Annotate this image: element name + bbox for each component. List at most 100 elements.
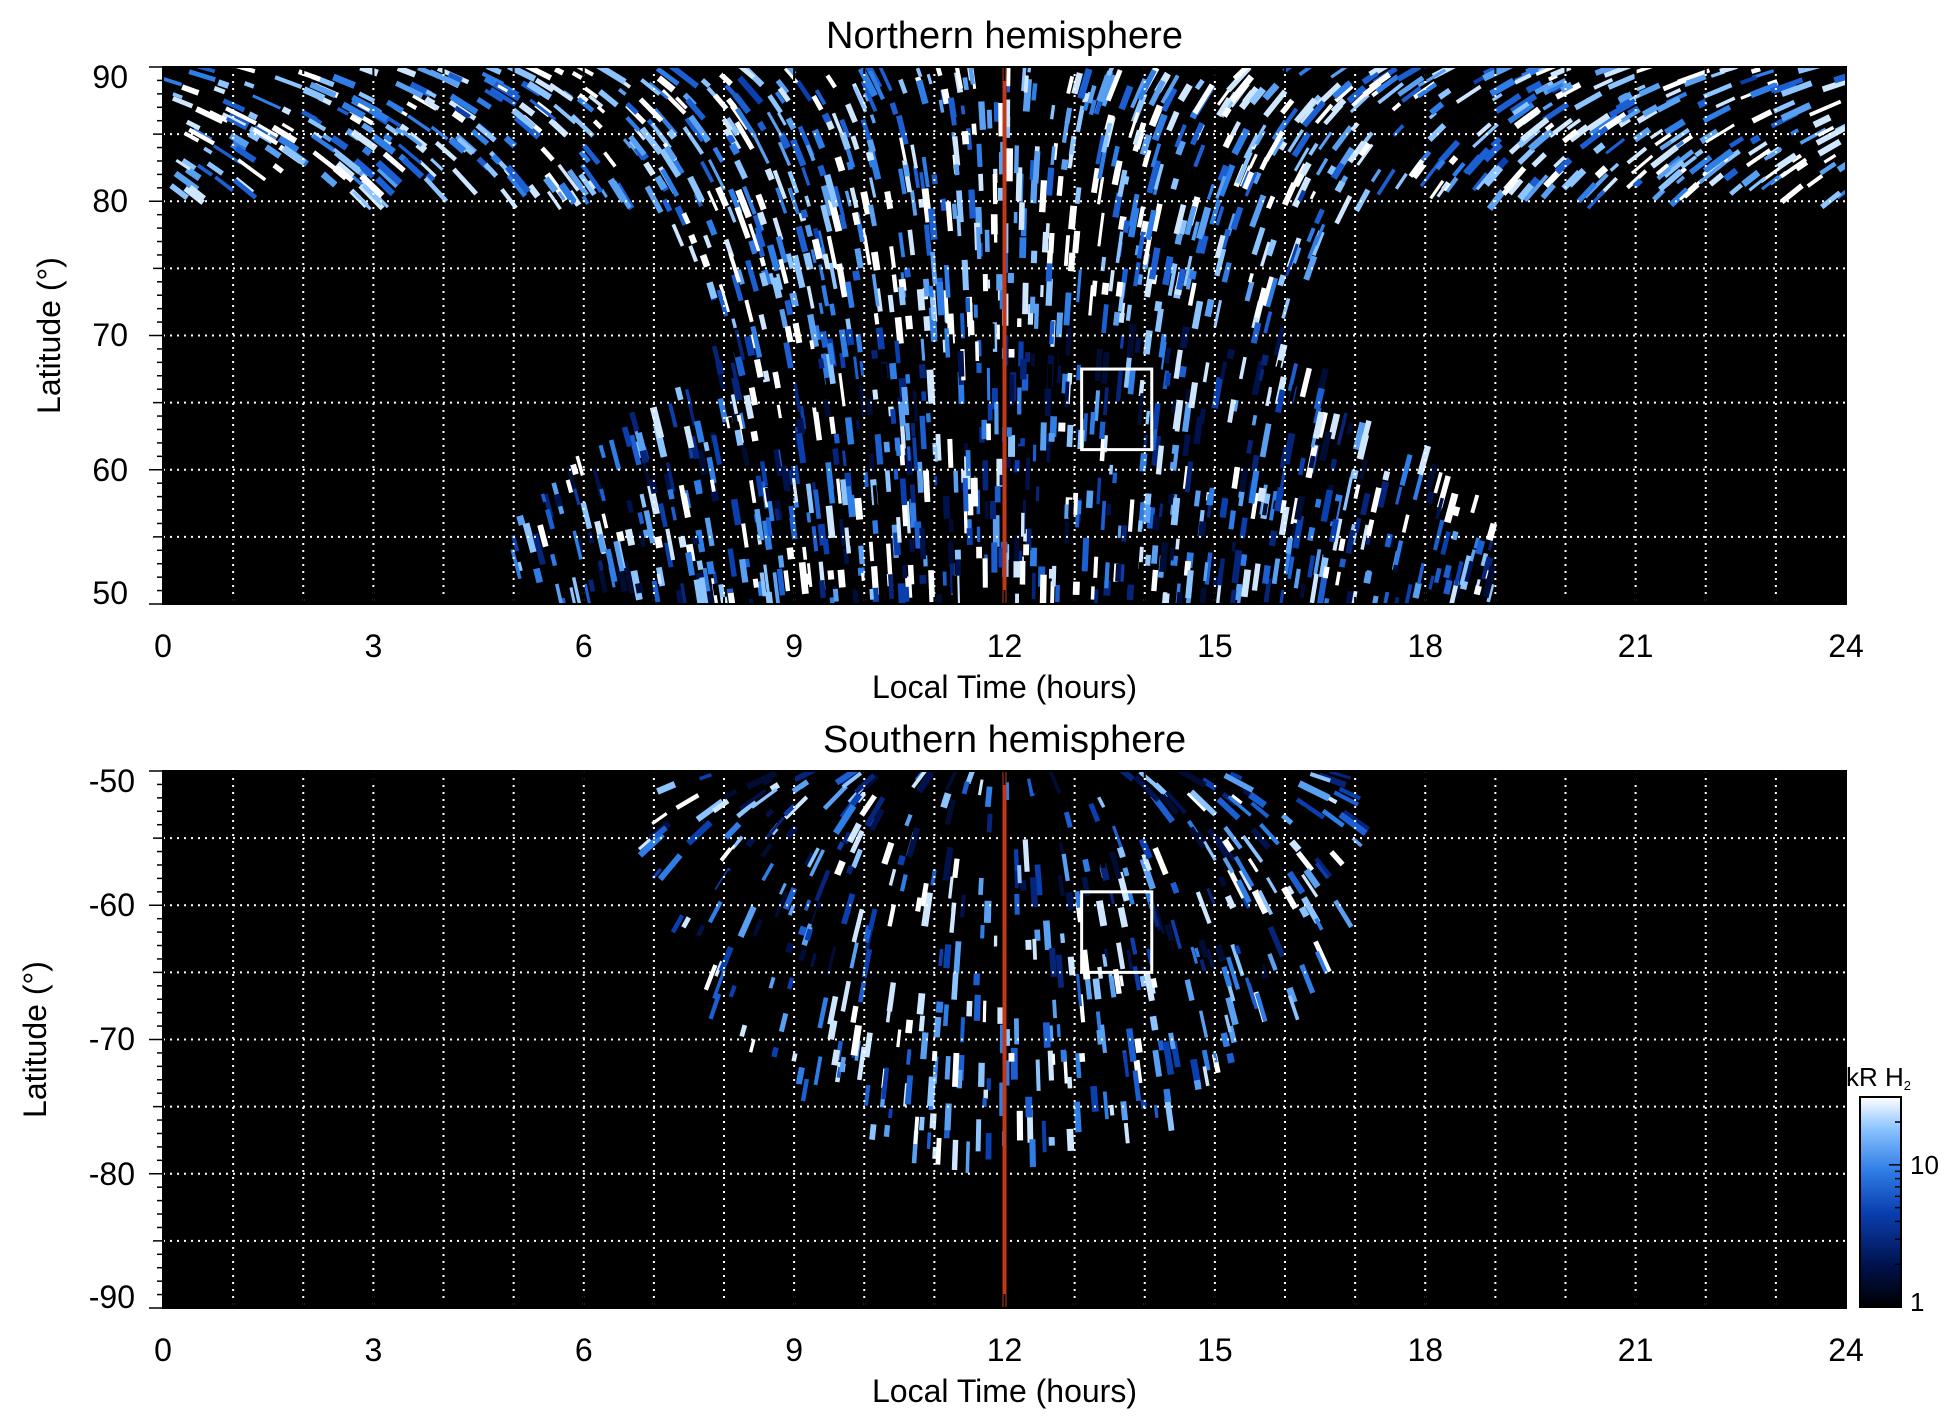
- intensity-cell: [989, 500, 996, 520]
- intensity-cell: [802, 252, 814, 271]
- intensity-cell: [1083, 101, 1089, 111]
- intensity-cell: [982, 273, 989, 292]
- intensity-cell: [1270, 815, 1287, 830]
- intensity-cell: [1106, 67, 1116, 77]
- intensity-cell: [727, 206, 737, 223]
- intensity-cell: [1058, 338, 1064, 366]
- intensity-cell: [785, 117, 797, 131]
- intensity-cell: [868, 177, 877, 198]
- intensity-cell: [826, 235, 838, 269]
- intensity-cell: [1014, 593, 1020, 604]
- intensity-cell: [1309, 190, 1317, 200]
- intensity-cell: [688, 448, 694, 459]
- intensity-cell: [1047, 363, 1053, 392]
- intensity-cell: [952, 1052, 960, 1087]
- intensity-cell: [1067, 956, 1076, 976]
- intensity-cell: [921, 391, 927, 402]
- intensity-cell: [1055, 312, 1064, 338]
- intensity-cell: [272, 163, 284, 174]
- intensity-cell: [1263, 130, 1285, 162]
- intensity-cell: [1188, 826, 1206, 849]
- intensity-cell: [1680, 155, 1698, 170]
- intensity-cell: [1006, 427, 1012, 437]
- intensity-cell: [945, 201, 954, 232]
- intensity-cell: [976, 546, 983, 559]
- intensity-cell: [760, 842, 773, 858]
- intensity-cell: [709, 479, 716, 492]
- intensity-cell: [1240, 569, 1252, 598]
- intensity-cell: [1729, 183, 1744, 196]
- intensity-cell: [1064, 521, 1070, 544]
- intensity-cell: [1006, 67, 1011, 87]
- intensity-cell: [1292, 515, 1305, 549]
- intensity-cell: [635, 431, 647, 452]
- intensity-cell: [1715, 96, 1736, 109]
- intensity-cell: [570, 114, 595, 138]
- intensity-cell: [951, 972, 959, 1000]
- intensity-cell: [274, 75, 303, 90]
- intensity-cell: [1048, 947, 1057, 978]
- intensity-cell: [868, 204, 877, 227]
- intensity-cell: [1216, 797, 1241, 821]
- intensity-cell: [181, 158, 197, 171]
- intensity-cell: [675, 96, 688, 110]
- intensity-cell: [818, 264, 825, 281]
- intensity-cell: [889, 102, 899, 115]
- intensity-cell: [955, 559, 961, 576]
- intensity-cell: [1113, 311, 1120, 326]
- intensity-cell: [1115, 231, 1124, 264]
- intensity-cell: [897, 854, 906, 866]
- intensity-cell: [660, 168, 680, 198]
- intensity-cell: [1217, 875, 1227, 887]
- intensity-cell: [1174, 124, 1187, 148]
- tick-marks: [149, 66, 1847, 605]
- intensity-cell: [1806, 174, 1824, 188]
- intensity-cell: [1203, 562, 1209, 582]
- intensity-cell: [1197, 879, 1206, 891]
- intensity-cell: [1761, 175, 1780, 191]
- intensity-cell: [1451, 530, 1459, 541]
- intensity-cell: [1475, 539, 1486, 555]
- intensity-cell: [993, 231, 998, 243]
- intensity-cell: [960, 105, 966, 115]
- intensity-cell: [907, 229, 916, 256]
- intensity-cell: [1074, 187, 1082, 205]
- intensity-cell: [942, 1004, 949, 1027]
- intensity-cell: [1202, 840, 1217, 862]
- intensity-cell: [685, 820, 713, 846]
- intensity-cell: [1437, 87, 1452, 100]
- intensity-cell: [1659, 140, 1673, 151]
- intensity-cell: [1108, 850, 1122, 880]
- intensity-cell: [858, 981, 867, 1003]
- intensity-cell: [813, 794, 828, 809]
- intensity-cell: [1074, 890, 1082, 909]
- intensity-cell: [965, 450, 971, 476]
- intensity-cell: [827, 342, 836, 365]
- intensity-cell: [447, 71, 463, 84]
- intensity-cell: [1228, 74, 1255, 104]
- intensity-cell: [1088, 802, 1101, 823]
- x-tick-label: 6: [575, 628, 593, 664]
- intensity-cell: [1699, 128, 1719, 145]
- intensity-cell: [898, 232, 906, 258]
- intensity-cell: [271, 124, 298, 144]
- intensity-cell: [206, 161, 224, 176]
- intensity-cell: [1182, 434, 1191, 457]
- intensity-cell: [1321, 808, 1345, 828]
- intensity-cell: [1038, 180, 1048, 213]
- intensity-cell: [430, 125, 449, 141]
- intensity-cell: [1447, 580, 1460, 604]
- intensity-cell: [1085, 490, 1094, 509]
- intensity-cell: [1182, 401, 1192, 433]
- intensity-cell: [1191, 300, 1204, 330]
- intensity-cell: [1435, 159, 1446, 171]
- intensity-cell: [1155, 445, 1165, 475]
- intensity-cell: [648, 81, 669, 100]
- intensity-cell: [634, 477, 642, 490]
- intensity-cell: [575, 455, 585, 476]
- intensity-cell: [1060, 159, 1069, 171]
- intensity-cell: [1214, 234, 1226, 259]
- intensity-cell: [839, 131, 851, 151]
- intensity-cell: [550, 553, 558, 567]
- intensity-cell: [1010, 1047, 1018, 1080]
